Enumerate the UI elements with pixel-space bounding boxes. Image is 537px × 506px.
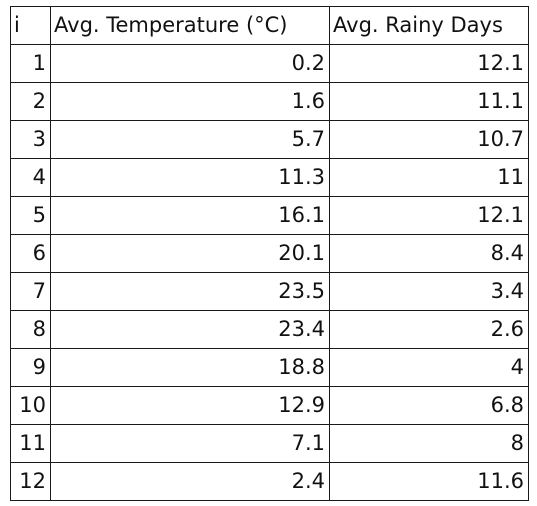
header-index: i bbox=[10, 6, 51, 45]
table-row: 2 1.6 11.1 bbox=[10, 82, 529, 121]
cell-index: 11 bbox=[10, 424, 51, 463]
cell-avg-temperature: 2.4 bbox=[50, 462, 330, 501]
table-row: 5 16.1 12.1 bbox=[10, 196, 529, 235]
cell-index: 10 bbox=[10, 386, 51, 425]
cell-avg-rainy-days: 6.8 bbox=[329, 386, 529, 425]
cell-index: 12 bbox=[10, 462, 51, 501]
cell-index: 4 bbox=[10, 158, 51, 197]
table-row: 4 11.3 11 bbox=[10, 158, 529, 197]
cell-avg-temperature: 23.5 bbox=[50, 272, 330, 311]
cell-index: 6 bbox=[10, 234, 51, 273]
table-row: 3 5.7 10.7 bbox=[10, 120, 529, 159]
table-body: 1 0.2 12.1 2 1.6 11.1 3 5.7 10.7 4 11.3 … bbox=[10, 44, 529, 501]
cell-avg-rainy-days: 10.7 bbox=[329, 120, 529, 159]
cell-avg-temperature: 5.7 bbox=[50, 120, 330, 159]
cell-avg-rainy-days: 11.6 bbox=[329, 462, 529, 501]
cell-avg-rainy-days: 12.1 bbox=[329, 196, 529, 235]
header-avg-rainy-days: Avg. Rainy Days bbox=[329, 6, 529, 45]
cell-avg-rainy-days: 11 bbox=[329, 158, 529, 197]
table-row: 9 18.8 4 bbox=[10, 348, 529, 387]
cell-avg-temperature: 0.2 bbox=[50, 44, 330, 83]
cell-avg-rainy-days: 3.4 bbox=[329, 272, 529, 311]
cell-avg-temperature: 23.4 bbox=[50, 310, 330, 349]
cell-avg-rainy-days: 12.1 bbox=[329, 44, 529, 83]
data-table-container: i Avg. Temperature (°C) Avg. Rainy Days … bbox=[10, 6, 529, 501]
cell-avg-rainy-days: 8.4 bbox=[329, 234, 529, 273]
cell-index: 8 bbox=[10, 310, 51, 349]
table-row: 6 20.1 8.4 bbox=[10, 234, 529, 273]
cell-index: 7 bbox=[10, 272, 51, 311]
header-row: i Avg. Temperature (°C) Avg. Rainy Days bbox=[10, 6, 529, 45]
cell-avg-temperature: 16.1 bbox=[50, 196, 330, 235]
cell-avg-temperature: 20.1 bbox=[50, 234, 330, 273]
cell-avg-temperature: 1.6 bbox=[50, 82, 330, 121]
cell-avg-temperature: 7.1 bbox=[50, 424, 330, 463]
cell-avg-rainy-days: 11.1 bbox=[329, 82, 529, 121]
cell-avg-temperature: 18.8 bbox=[50, 348, 330, 387]
cell-index: 5 bbox=[10, 196, 51, 235]
cell-index: 1 bbox=[10, 44, 51, 83]
table-row: 12 2.4 11.6 bbox=[10, 462, 529, 501]
cell-avg-rainy-days: 4 bbox=[329, 348, 529, 387]
table-row: 1 0.2 12.1 bbox=[10, 44, 529, 83]
cell-index: 2 bbox=[10, 82, 51, 121]
cell-index: 9 bbox=[10, 348, 51, 387]
table-row: 8 23.4 2.6 bbox=[10, 310, 529, 349]
header-avg-temperature: Avg. Temperature (°C) bbox=[50, 6, 330, 45]
table-row: 7 23.5 3.4 bbox=[10, 272, 529, 311]
cell-avg-rainy-days: 2.6 bbox=[329, 310, 529, 349]
table-row: 10 12.9 6.8 bbox=[10, 386, 529, 425]
cell-index: 3 bbox=[10, 120, 51, 159]
table-row: 11 7.1 8 bbox=[10, 424, 529, 463]
cell-avg-temperature: 12.9 bbox=[50, 386, 330, 425]
climate-table: i Avg. Temperature (°C) Avg. Rainy Days … bbox=[10, 6, 529, 501]
cell-avg-rainy-days: 8 bbox=[329, 424, 529, 463]
cell-avg-temperature: 11.3 bbox=[50, 158, 330, 197]
